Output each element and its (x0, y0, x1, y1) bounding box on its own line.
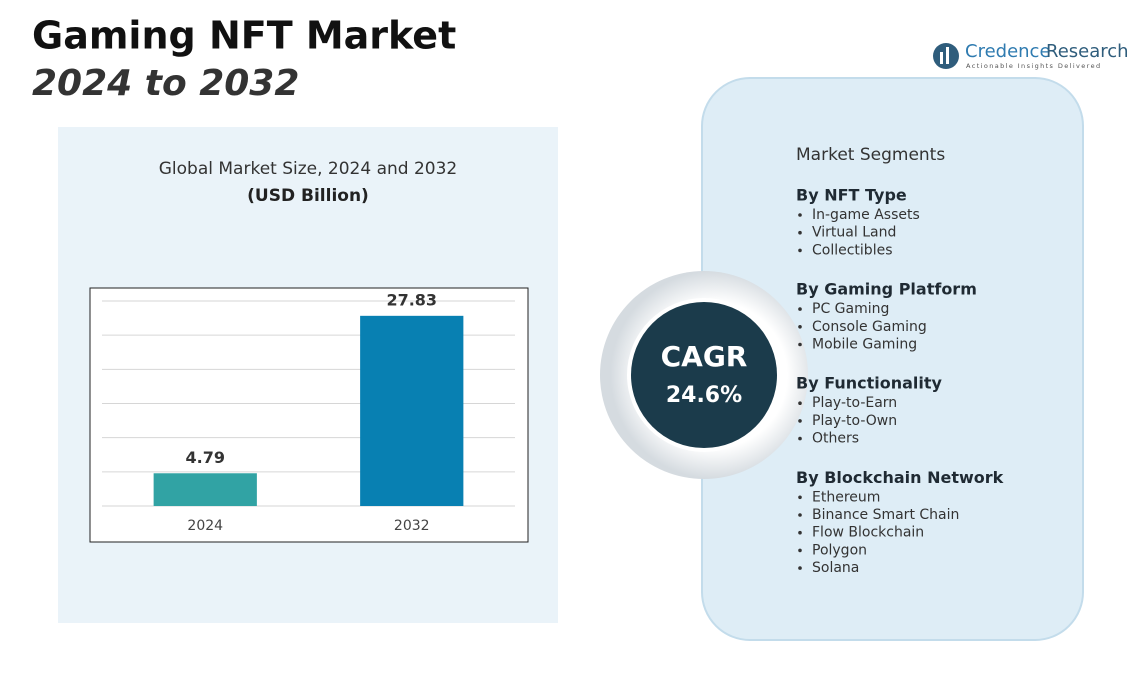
bullet (798, 307, 802, 311)
bullet (798, 230, 802, 235)
bullet (798, 530, 802, 535)
bullet (798, 213, 802, 217)
segment-item: Others (812, 431, 859, 447)
chart-title: Global Market Size, 2024 and 2032 (159, 159, 458, 179)
bar (360, 315, 464, 506)
segments-list: By NFT Type In-game Assets Virtual LandCol… (796, 186, 1004, 577)
segment-item: In-game Assets (812, 207, 920, 223)
segment-heading: By Gaming Platform (796, 280, 977, 299)
segment-item: Solana (812, 560, 859, 576)
logo-tagline: Actionable Insights Delivered (966, 62, 1102, 70)
bullet (798, 342, 802, 347)
logo: Credence Research Actionable Insights De… (933, 41, 1128, 70)
segment-heading: By Blockchain Network (796, 468, 1004, 487)
bullet (798, 419, 802, 423)
cagr-value: 24.6% (666, 383, 742, 408)
x-tick-label: 2032 (394, 518, 430, 534)
cagr-label: CAGR (661, 340, 748, 373)
value-label: 27.83 (386, 290, 437, 309)
bullet (798, 566, 802, 570)
segments-title: Market Segments (796, 145, 945, 165)
page-title: Gaming NFT Market (32, 14, 456, 58)
value-label: 4.79 (186, 448, 225, 467)
segment-item: Binance Smart Chain (812, 507, 959, 523)
segment-item: Play-to-Earn (812, 395, 897, 411)
segment-item: Ethereum (812, 489, 880, 505)
plot: 2024 4.79 2032 27.83 (102, 290, 515, 534)
segment-item: Flow Blockchain (812, 525, 924, 541)
bullet (798, 513, 802, 517)
bullet (798, 248, 802, 253)
logo-icon-bar (940, 52, 943, 64)
segment-item: Mobile Gaming (812, 337, 917, 353)
segment-item: Polygon (812, 542, 867, 558)
segment-item: Virtual Land (812, 225, 896, 241)
bar (153, 473, 257, 506)
bullet (798, 436, 802, 441)
segment-heading: By Functionality (796, 374, 943, 393)
segment-heading: By NFT Type (796, 186, 907, 205)
segment-item: Console Gaming (812, 319, 927, 335)
x-tick-label: 2024 (187, 518, 223, 534)
segment-item: PC Gaming (812, 301, 889, 317)
bullet (798, 495, 802, 500)
segment-item: Play-to-Own (812, 413, 897, 429)
bullet (798, 401, 802, 406)
logo-name-2: Research (1046, 41, 1128, 62)
chart-subtitle: (USD Billion) (247, 186, 369, 206)
bullet (798, 548, 802, 553)
page-subtitle: 2024 to 2032 (32, 63, 299, 104)
logo-name: Credence (965, 41, 1051, 62)
logo-icon-bar (946, 47, 949, 64)
cagr-circle (631, 302, 777, 448)
segment-item: Collectibles (812, 242, 893, 258)
bullet (798, 325, 802, 329)
